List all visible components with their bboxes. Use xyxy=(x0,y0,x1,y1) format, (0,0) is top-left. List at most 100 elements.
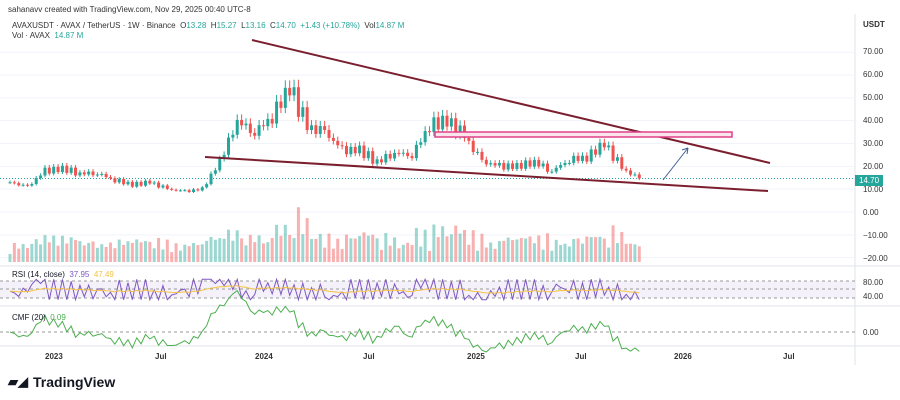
candle-body xyxy=(122,179,126,185)
candle-body xyxy=(82,172,86,175)
time-tick: Jul xyxy=(575,352,587,361)
time-tick: Jul xyxy=(363,352,375,361)
candle-body xyxy=(511,163,515,169)
volume-bar xyxy=(139,242,143,262)
volume-bar xyxy=(637,246,641,262)
volume-bar xyxy=(283,224,287,262)
candle-body xyxy=(52,166,56,174)
price-tick: 50.00 xyxy=(863,93,884,102)
volume-bar xyxy=(331,248,335,262)
candle-body xyxy=(314,125,318,134)
candle-body xyxy=(611,145,615,161)
volume-bar xyxy=(192,243,196,262)
volume-bar xyxy=(528,236,532,262)
candle-body xyxy=(174,189,178,191)
volume-bar xyxy=(358,235,362,262)
volume-label[interactable]: Vol · AVAX xyxy=(12,31,50,40)
volume-bar xyxy=(406,242,410,262)
volume-bar xyxy=(602,238,606,262)
volume-bar xyxy=(253,242,257,262)
volume-bar xyxy=(34,239,38,262)
candle-body xyxy=(441,115,445,130)
candle-body xyxy=(170,188,174,190)
volume-bar xyxy=(524,238,528,262)
candle-body xyxy=(218,158,222,171)
volume-bar xyxy=(336,238,340,262)
candle-body xyxy=(231,134,235,138)
volume-bar xyxy=(109,242,113,262)
volume-bar xyxy=(30,243,34,262)
vol-value: 14.87 M xyxy=(375,21,405,30)
volume-bar xyxy=(550,250,554,262)
volume-bar xyxy=(454,225,458,262)
cmf-legend[interactable]: CMF (20) 0.09 xyxy=(12,313,66,322)
resistance-zone xyxy=(434,131,733,138)
volume-bar xyxy=(567,246,571,262)
candle-body xyxy=(205,184,209,188)
volume-bar xyxy=(39,244,43,262)
rsi-ma-value: 47.49 xyxy=(93,270,114,279)
candle-body xyxy=(410,156,414,159)
candle-body xyxy=(213,170,217,174)
candle-body xyxy=(283,87,287,108)
volume-bar xyxy=(585,236,589,262)
currency-label[interactable]: USDT xyxy=(863,20,885,29)
volume-bar xyxy=(318,233,322,262)
volume-bar xyxy=(423,229,427,262)
candle-body xyxy=(244,123,248,126)
candle-body xyxy=(25,184,29,186)
candle-body xyxy=(109,177,113,179)
candle-body xyxy=(467,137,471,141)
candle-body xyxy=(192,189,196,192)
volume-bar xyxy=(314,238,318,262)
price-tick: 60.00 xyxy=(863,70,884,79)
volume-bar xyxy=(344,234,348,262)
rsi-legend[interactable]: RSI (14, close) 37.95 47.49 xyxy=(12,270,114,279)
volume-bar xyxy=(275,224,279,262)
vol-label: Vol xyxy=(364,21,376,30)
candle-body xyxy=(135,181,139,187)
volume-bar xyxy=(349,238,353,262)
candle-body xyxy=(47,167,51,174)
candle-body xyxy=(161,185,165,188)
candle-body xyxy=(139,181,143,186)
volume-bar xyxy=(165,239,169,262)
candle-body xyxy=(288,87,292,96)
volume-bar xyxy=(476,250,480,262)
candle-body xyxy=(178,190,182,192)
candle-body xyxy=(572,155,576,163)
candle-body xyxy=(362,145,366,159)
volume-bar xyxy=(467,244,471,262)
volume-bar xyxy=(388,245,392,262)
candle-body xyxy=(620,157,624,169)
candle-body xyxy=(537,159,541,167)
volume-bar xyxy=(502,240,506,262)
candle-body xyxy=(388,153,392,159)
candle-body xyxy=(8,182,12,184)
brand-name: TradingView xyxy=(33,374,116,390)
candle-body xyxy=(113,178,117,183)
arrow-head-icon xyxy=(681,147,689,155)
volume-bar xyxy=(161,249,165,262)
rsi-label: RSI (14, close) xyxy=(12,270,65,279)
candle-body xyxy=(576,155,580,161)
volume-bar xyxy=(576,238,580,262)
tradingview-logo[interactable]: ▰◢ TradingView xyxy=(8,374,115,390)
symbol-name[interactable]: AVAXUSDT · AVAX / TetherUS · 1W · Binanc… xyxy=(12,21,176,30)
volume-bar xyxy=(414,227,418,262)
candle-body xyxy=(580,155,584,161)
candle-body xyxy=(358,145,362,154)
volume-bar xyxy=(231,240,235,262)
candle-body xyxy=(301,107,305,117)
volume-bar xyxy=(353,238,357,262)
volume-bar xyxy=(598,236,602,262)
volume-bar xyxy=(213,239,217,262)
o-label: O xyxy=(180,21,187,30)
rsi-tick: 80.00 xyxy=(863,278,884,287)
volume-bar xyxy=(74,240,78,262)
volume-bar xyxy=(130,242,134,262)
candle-body xyxy=(100,173,104,175)
volume-bar xyxy=(397,248,401,262)
c-label: C xyxy=(270,21,276,30)
